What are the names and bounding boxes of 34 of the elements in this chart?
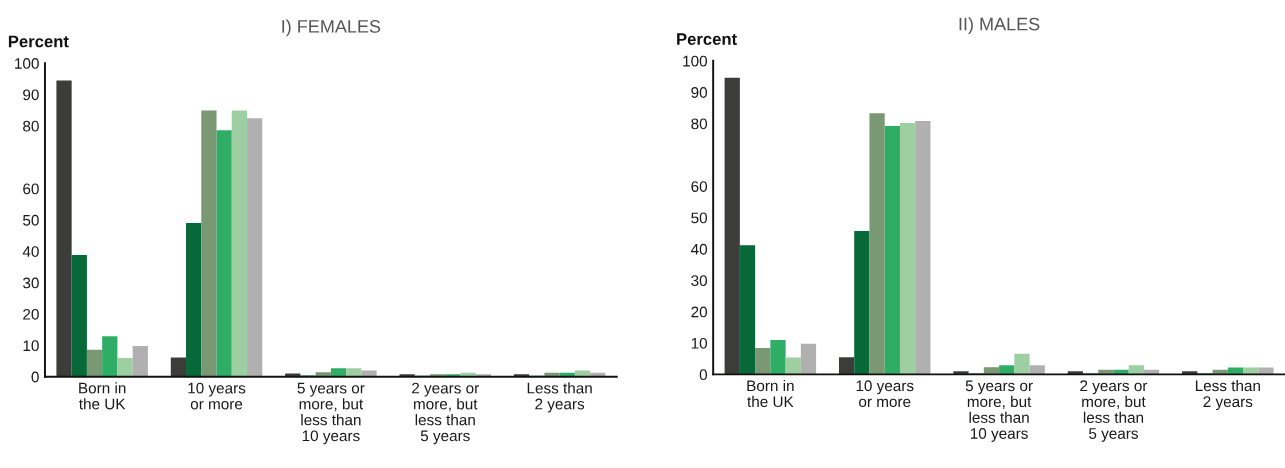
x-tick-label: Born in the UK [79, 382, 126, 410]
x-tick-label: 2 years or more, but less than 5 years [412, 382, 479, 445]
x-tick-label: 5 years or more, but less than 10 years [965, 380, 1033, 442]
y-tick-label: 90 [691, 87, 708, 98]
y-tick-label: 30 [23, 277, 39, 289]
y-tick-label: 100 [683, 55, 708, 67]
x-tick-label: Born in the UK [747, 379, 794, 408]
y-tick-label: 30 [691, 275, 708, 287]
y-tick-label: 40 [690, 243, 708, 255]
y-tick-label: 20 [691, 306, 708, 318]
y-tick-label: 40 [22, 246, 39, 257]
y-tick-label: 60 [691, 181, 708, 192]
y-tick-label: 0 [699, 369, 708, 381]
y-tick-label: 20 [23, 308, 39, 320]
y-tick-label: 50 [691, 212, 708, 224]
x-tick-label: 2 years or more, but less than 5 years [1080, 380, 1148, 442]
y-tick-label: 10 [23, 340, 39, 352]
x-tick-label: Less than 2 years [527, 382, 592, 413]
y-tick-label: 80 [23, 120, 39, 132]
chart-title: II) MALES [959, 17, 1040, 35]
y-tick-label: 60 [23, 183, 39, 195]
x-tick-label: 10 years or more [856, 380, 914, 408]
y-tick-label: 0 [31, 371, 39, 383]
y-tick-label: 100 [15, 58, 39, 69]
y-tick-label: 80 [691, 118, 708, 130]
chart-title: I) FEMALES [282, 19, 381, 37]
y-tick-label: 90 [23, 89, 39, 101]
y-axis-title: Percent [677, 33, 737, 45]
y-tick-label: 50 [23, 214, 39, 226]
x-tick-label: 5 years or more, but less than 10 years [297, 382, 365, 445]
y-tick-label: 10 [691, 337, 708, 349]
y-axis-title: Percent [8, 35, 69, 48]
x-tick-label: 10 years or more [188, 382, 246, 410]
x-tick-label: Less than 2 years [1195, 379, 1260, 411]
